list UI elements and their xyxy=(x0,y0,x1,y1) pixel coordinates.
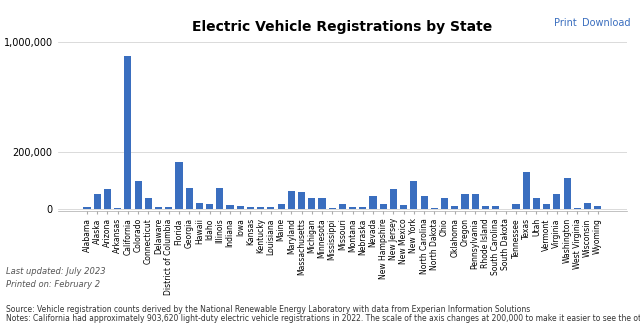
Bar xyxy=(298,192,305,209)
Bar xyxy=(523,172,530,209)
Bar xyxy=(380,204,387,209)
Bar xyxy=(573,208,581,209)
Bar xyxy=(93,193,101,209)
Bar xyxy=(237,206,244,209)
Text: Printed on: February 2: Printed on: February 2 xyxy=(6,280,100,289)
Bar xyxy=(461,193,468,209)
Text: Notes: California had approximately 903,620 light-duty electric vehicle registra: Notes: California had approximately 903,… xyxy=(6,314,640,323)
Bar xyxy=(83,207,91,209)
Bar xyxy=(216,188,223,209)
Bar xyxy=(155,207,162,209)
Bar xyxy=(278,203,285,209)
Bar xyxy=(513,203,520,209)
Bar xyxy=(400,205,407,209)
Title: Electric Vehicle Registrations by State: Electric Vehicle Registrations by State xyxy=(192,19,493,34)
Bar xyxy=(584,203,591,209)
Bar xyxy=(543,203,550,209)
Bar xyxy=(359,207,367,209)
Bar xyxy=(124,55,131,209)
Bar xyxy=(318,198,326,209)
Text: Source: Vehicle registration counts derived by the National Renewable Energy Lab: Source: Vehicle registration counts deri… xyxy=(6,305,531,314)
Bar xyxy=(563,178,571,209)
Text: Download: Download xyxy=(582,18,631,28)
Bar xyxy=(369,196,376,209)
Bar xyxy=(349,207,356,209)
Text: Print: Print xyxy=(554,18,577,28)
Bar xyxy=(594,206,602,209)
Bar xyxy=(186,188,193,209)
Bar xyxy=(441,198,448,209)
Bar xyxy=(227,205,234,209)
Bar xyxy=(339,204,346,209)
Bar xyxy=(308,198,316,209)
Bar xyxy=(206,204,213,209)
Bar xyxy=(145,198,152,209)
Bar xyxy=(472,193,479,209)
Bar xyxy=(328,208,336,209)
Bar xyxy=(420,196,428,209)
Bar xyxy=(247,207,254,209)
Bar xyxy=(482,206,489,209)
Bar xyxy=(257,207,264,209)
Bar xyxy=(165,207,172,209)
Bar xyxy=(410,181,417,209)
Bar xyxy=(554,193,561,209)
Bar xyxy=(533,198,540,209)
Bar xyxy=(268,207,275,209)
Bar xyxy=(134,181,141,209)
Bar xyxy=(451,206,458,209)
Bar xyxy=(288,191,295,209)
Text: Last updated: July 2023: Last updated: July 2023 xyxy=(6,267,106,276)
Bar xyxy=(492,206,499,209)
Bar xyxy=(390,189,397,209)
Bar xyxy=(175,162,182,209)
Bar xyxy=(104,189,111,209)
Bar xyxy=(114,208,122,209)
Bar xyxy=(431,208,438,209)
Bar xyxy=(196,203,203,209)
